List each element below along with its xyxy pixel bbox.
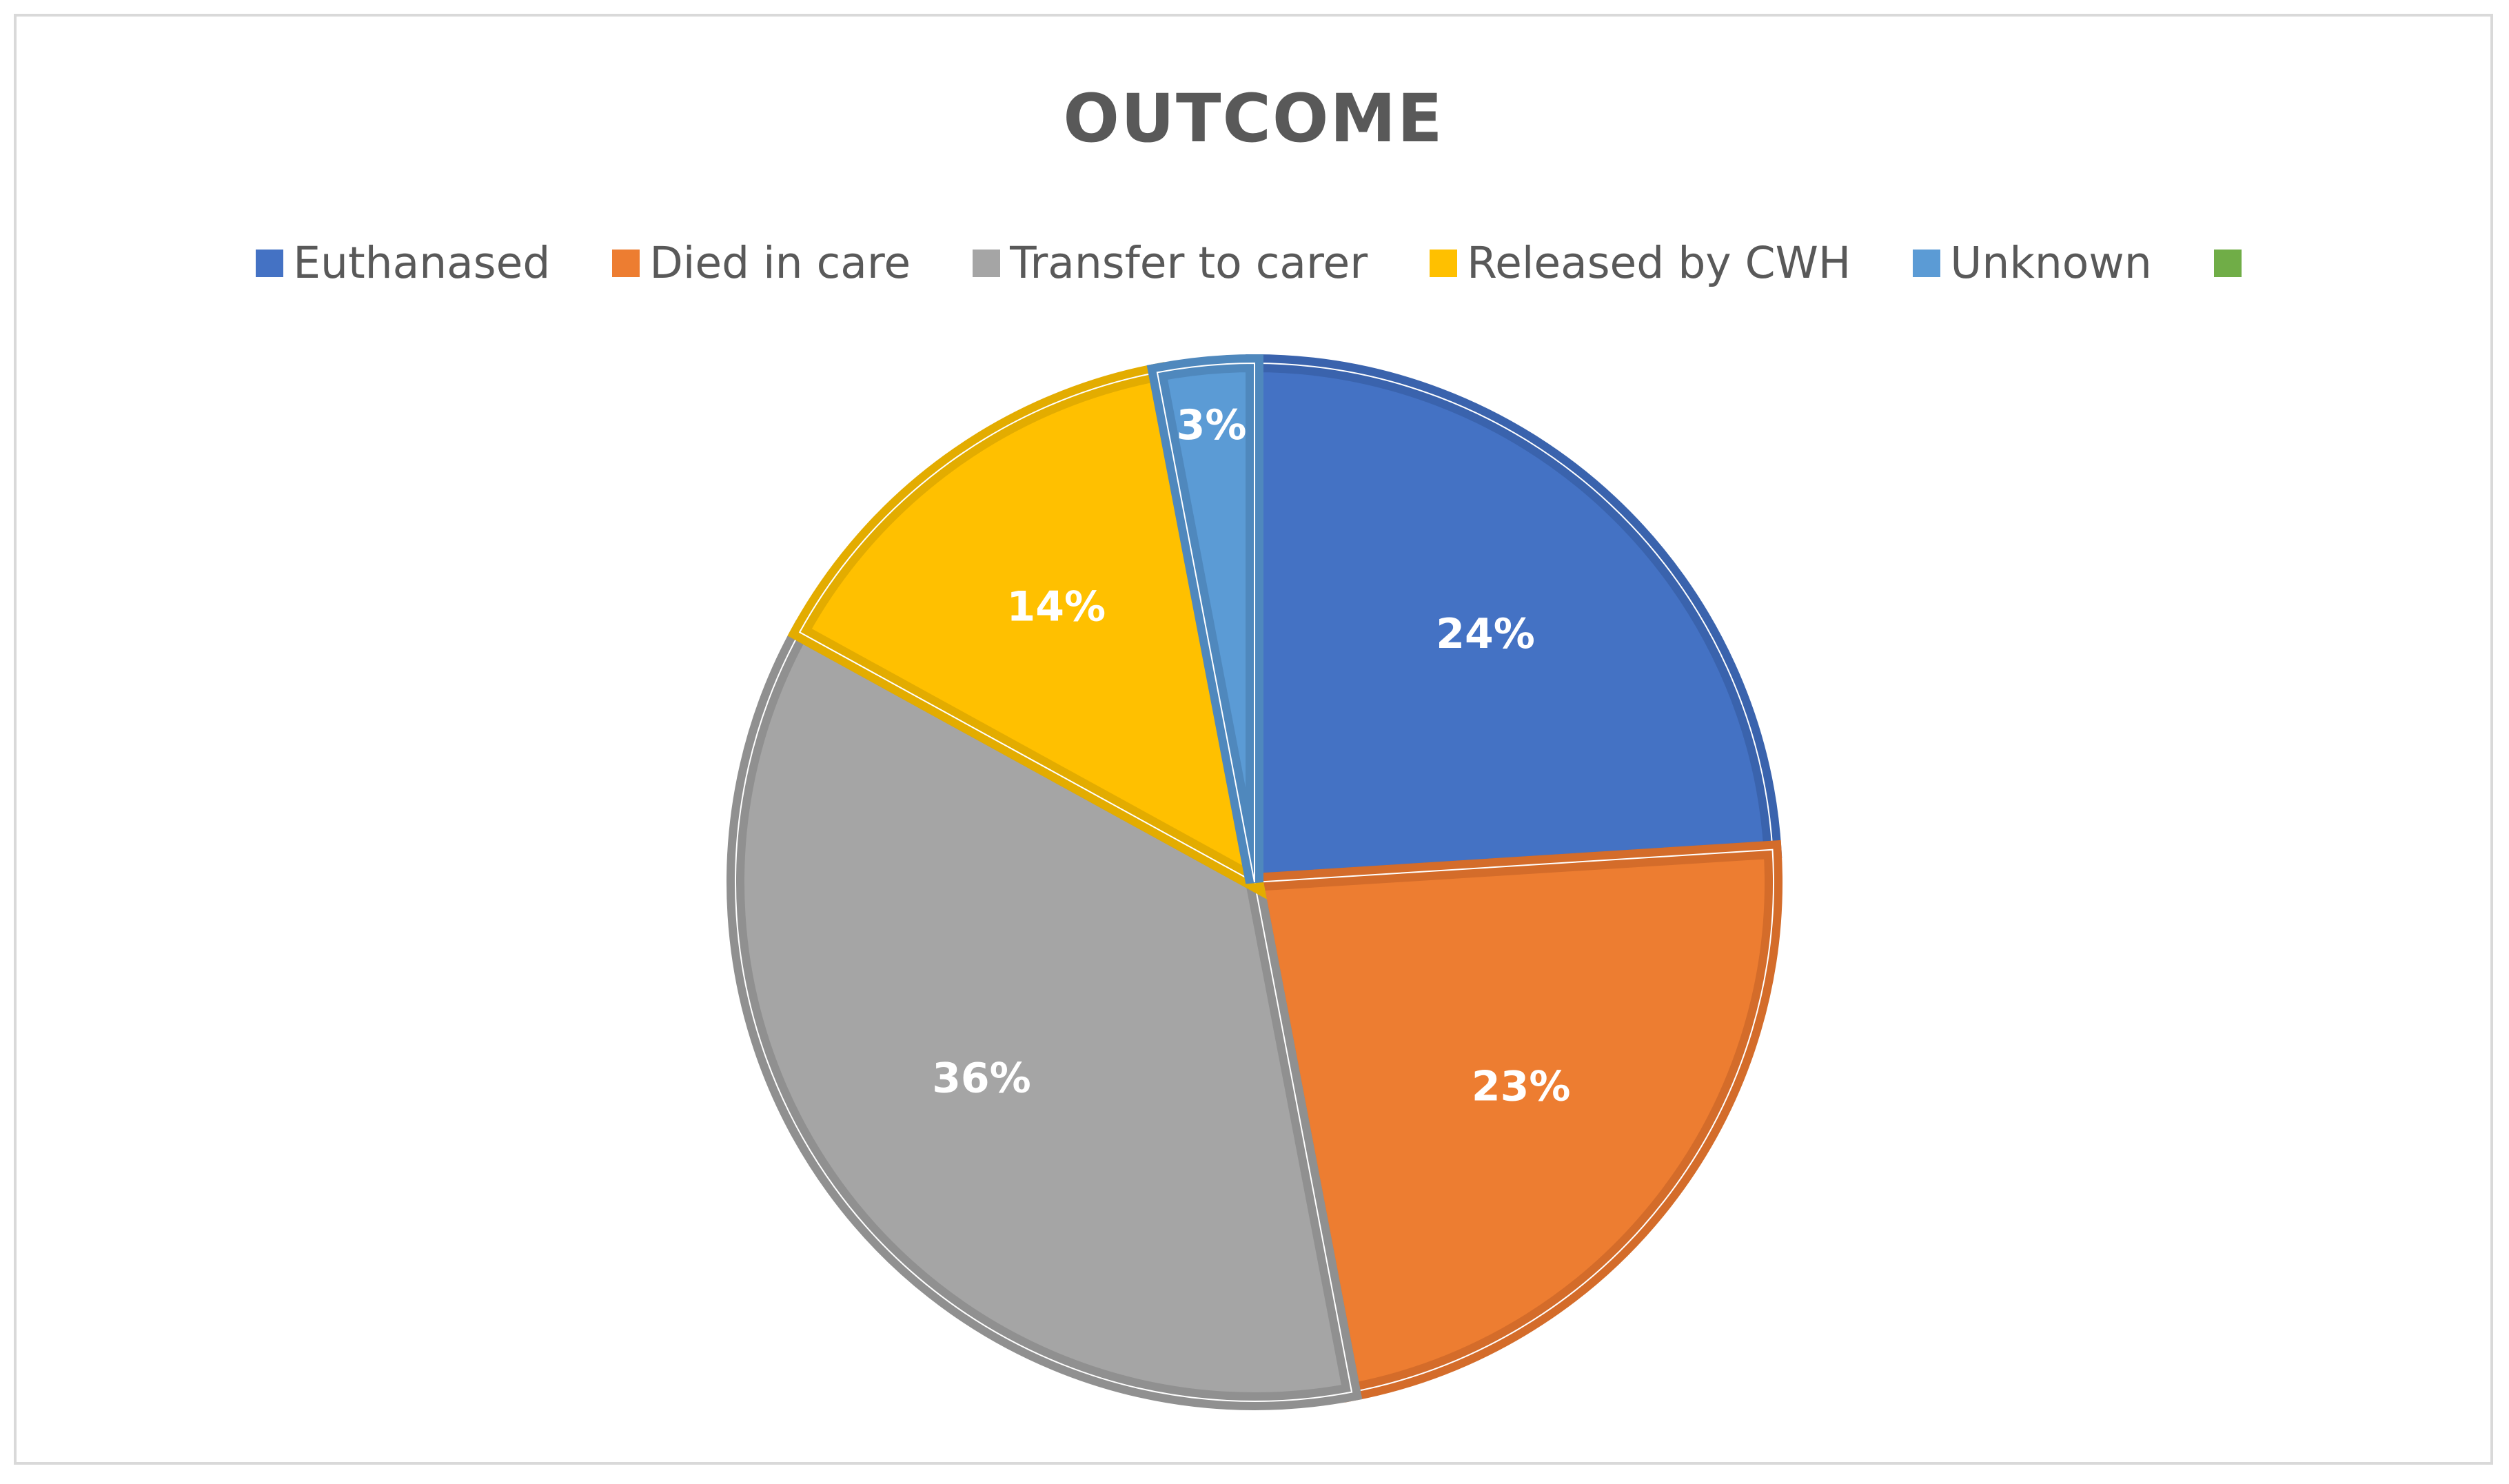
legend: Euthanased Died in care Transfer to carer R… xyxy=(17,241,2490,285)
legend-label: Released by CWH xyxy=(1467,238,1851,288)
pie-slice-separator xyxy=(1253,848,1774,1393)
legend-item xyxy=(2213,249,2251,277)
legend-item: Unknown xyxy=(1913,238,2152,288)
data-label: 23% xyxy=(1472,1063,1571,1111)
chart-title: OUTCOME xyxy=(1063,80,1444,157)
legend-item: Released by CWH xyxy=(1430,241,1851,285)
data-label: 24% xyxy=(1436,610,1535,658)
pie-slice-separator xyxy=(798,372,1256,884)
legend-label: Euthanased xyxy=(293,238,551,288)
pie-slice-separator xyxy=(735,631,1353,1402)
legend-label: Transfer to carer xyxy=(1010,238,1368,288)
legend-swatch xyxy=(2213,249,2242,277)
legend-swatch xyxy=(1913,249,1941,277)
legend-swatch xyxy=(1430,249,1458,277)
pie-slice-separator xyxy=(1254,362,1774,884)
pie-slices xyxy=(727,354,1782,1410)
legend-item: Died in care xyxy=(612,241,911,285)
legend-item: Euthanased xyxy=(256,241,550,285)
legend-item: Transfer to carer xyxy=(973,241,1368,285)
legend-label: Died in care xyxy=(649,238,911,288)
data-label: 3% xyxy=(1177,401,1247,449)
legend-swatch xyxy=(612,249,640,277)
data-label: 14% xyxy=(1006,583,1106,631)
legend-swatch xyxy=(256,249,284,277)
legend-label: Unknown xyxy=(1950,238,2152,288)
data-label: 36% xyxy=(932,1054,1031,1102)
legend-swatch xyxy=(973,249,1001,277)
pie-labels: 24% 23% 36% 14% 3% xyxy=(932,401,1570,1111)
pie-slice-separator xyxy=(1156,362,1255,883)
